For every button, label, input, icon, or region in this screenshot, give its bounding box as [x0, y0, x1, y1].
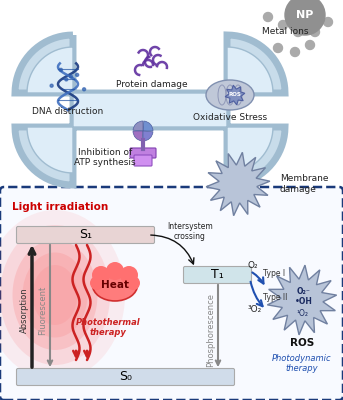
Text: Type I: Type I — [263, 270, 285, 278]
Circle shape — [120, 266, 138, 284]
FancyBboxPatch shape — [134, 155, 152, 166]
Circle shape — [263, 12, 272, 22]
FancyBboxPatch shape — [130, 148, 156, 158]
Polygon shape — [225, 85, 245, 105]
Text: NP: NP — [296, 10, 314, 20]
Text: Photodynamic
therapy: Photodynamic therapy — [272, 354, 332, 374]
Text: T₁: T₁ — [211, 268, 224, 282]
Text: Light irradiation: Light irradiation — [12, 202, 108, 212]
Circle shape — [60, 76, 63, 78]
Wedge shape — [133, 131, 143, 141]
Circle shape — [285, 0, 325, 35]
Polygon shape — [206, 152, 270, 216]
Text: Type II: Type II — [263, 292, 287, 302]
Polygon shape — [267, 265, 337, 335]
Circle shape — [306, 40, 315, 50]
Circle shape — [90, 276, 104, 290]
Circle shape — [57, 83, 60, 86]
Text: Intersystem
crossing: Intersystem crossing — [167, 222, 213, 241]
Text: Absorption: Absorption — [20, 287, 28, 333]
Circle shape — [323, 18, 332, 26]
Wedge shape — [143, 121, 153, 131]
Text: Membrane
damage: Membrane damage — [280, 174, 329, 194]
Circle shape — [55, 82, 57, 86]
Ellipse shape — [12, 240, 97, 350]
Text: ROS: ROS — [290, 338, 314, 348]
FancyBboxPatch shape — [16, 368, 235, 386]
Ellipse shape — [0, 210, 125, 380]
Circle shape — [126, 276, 140, 290]
Text: Fluorescent: Fluorescent — [38, 285, 47, 335]
Text: Photothermal
therapy: Photothermal therapy — [76, 318, 140, 338]
Ellipse shape — [23, 252, 87, 338]
Circle shape — [310, 28, 319, 36]
FancyBboxPatch shape — [0, 187, 343, 400]
Text: S₁: S₁ — [79, 228, 92, 242]
Text: Phosphorescence: Phosphorescence — [206, 293, 215, 367]
Ellipse shape — [0, 225, 110, 365]
FancyBboxPatch shape — [16, 226, 154, 244]
Wedge shape — [143, 131, 153, 141]
FancyBboxPatch shape — [184, 266, 251, 284]
Circle shape — [65, 88, 68, 91]
Text: •OH: •OH — [295, 298, 313, 306]
Text: S₀: S₀ — [119, 370, 132, 384]
Text: Heat: Heat — [101, 280, 129, 290]
Circle shape — [279, 20, 287, 30]
Circle shape — [92, 266, 110, 284]
Text: Oxidative Stress: Oxidative Stress — [193, 113, 267, 122]
Circle shape — [273, 44, 283, 52]
Circle shape — [56, 83, 59, 86]
Text: Metal ions: Metal ions — [262, 28, 308, 36]
Ellipse shape — [93, 269, 138, 301]
Text: DNA distruction: DNA distruction — [32, 107, 104, 116]
Text: Inhibition of
ATP synthesis: Inhibition of ATP synthesis — [74, 148, 136, 167]
Text: O₂: O₂ — [248, 260, 259, 270]
Circle shape — [106, 262, 124, 280]
Ellipse shape — [206, 80, 254, 110]
Circle shape — [65, 78, 68, 82]
Text: ROS: ROS — [228, 92, 241, 98]
Text: O₂⁻: O₂⁻ — [297, 288, 311, 296]
Circle shape — [291, 48, 299, 56]
Text: Protein damage: Protein damage — [116, 80, 188, 89]
PathPatch shape — [27, 47, 273, 173]
Ellipse shape — [33, 265, 78, 325]
PathPatch shape — [15, 35, 285, 185]
Text: ³O₂: ³O₂ — [248, 306, 262, 314]
Circle shape — [294, 28, 303, 36]
Text: ¹O₂: ¹O₂ — [296, 308, 308, 318]
Wedge shape — [133, 121, 143, 131]
